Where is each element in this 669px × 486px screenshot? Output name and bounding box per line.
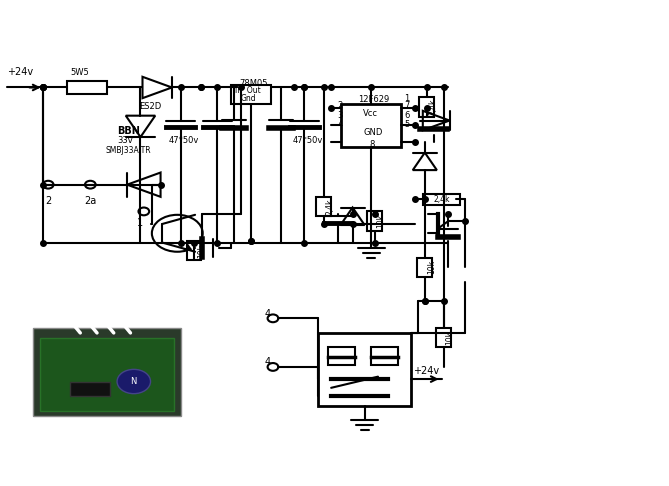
Text: 7: 7 bbox=[404, 101, 409, 110]
Text: 2,4k: 2,4k bbox=[326, 198, 334, 215]
Text: 2a: 2a bbox=[84, 196, 96, 206]
Circle shape bbox=[117, 369, 151, 394]
Text: Vcc: Vcc bbox=[363, 109, 378, 118]
Text: 4: 4 bbox=[337, 121, 343, 129]
Bar bbox=[371, 347, 398, 364]
Text: +24v: +24v bbox=[413, 366, 439, 376]
Text: 4: 4 bbox=[265, 309, 271, 319]
Text: 3: 3 bbox=[337, 111, 343, 120]
Text: 10k: 10k bbox=[427, 260, 436, 275]
Bar bbox=[316, 197, 331, 216]
Bar bbox=[419, 97, 434, 117]
Bar bbox=[367, 211, 382, 231]
Text: 5: 5 bbox=[404, 121, 409, 129]
Bar bbox=[436, 328, 451, 347]
Text: 2: 2 bbox=[45, 196, 52, 206]
Text: 8: 8 bbox=[369, 140, 375, 149]
Bar bbox=[417, 258, 432, 277]
Bar bbox=[231, 85, 271, 104]
Bar bbox=[341, 104, 401, 147]
Bar bbox=[33, 328, 181, 416]
Text: BBN: BBN bbox=[117, 126, 140, 136]
Bar bbox=[423, 194, 460, 205]
Text: ES2D: ES2D bbox=[139, 103, 161, 111]
Text: SMBJ33A-TR: SMBJ33A-TR bbox=[106, 146, 151, 155]
Text: 10k: 10k bbox=[197, 244, 206, 259]
Text: 5W5: 5W5 bbox=[70, 69, 89, 77]
Bar bbox=[40, 338, 174, 411]
Text: 2,4k: 2,4k bbox=[434, 195, 450, 204]
Text: 1: 1 bbox=[404, 94, 409, 103]
Bar bbox=[67, 81, 107, 93]
Text: 4: 4 bbox=[265, 358, 271, 367]
Text: +24v: +24v bbox=[7, 68, 33, 77]
Bar bbox=[328, 347, 355, 364]
Text: N: N bbox=[130, 377, 137, 386]
Text: 47*50v: 47*50v bbox=[292, 137, 322, 145]
Text: 2,4k: 2,4k bbox=[429, 99, 438, 115]
Text: GND: GND bbox=[363, 128, 383, 137]
Text: Gnd: Gnd bbox=[241, 94, 256, 103]
Text: 78M05: 78M05 bbox=[239, 79, 268, 88]
Text: 10k: 10k bbox=[377, 214, 385, 228]
Text: 47*50v: 47*50v bbox=[169, 137, 199, 145]
Text: 1: 1 bbox=[137, 218, 144, 228]
Text: 6: 6 bbox=[404, 111, 409, 120]
Bar bbox=[318, 333, 411, 406]
Text: 10k: 10k bbox=[446, 330, 454, 345]
Text: 12F629: 12F629 bbox=[358, 95, 389, 104]
Text: In  Out: In Out bbox=[235, 87, 261, 95]
Text: 33v: 33v bbox=[117, 137, 133, 145]
Bar bbox=[187, 241, 201, 260]
Text: 2: 2 bbox=[337, 101, 343, 110]
Bar bbox=[70, 382, 110, 396]
